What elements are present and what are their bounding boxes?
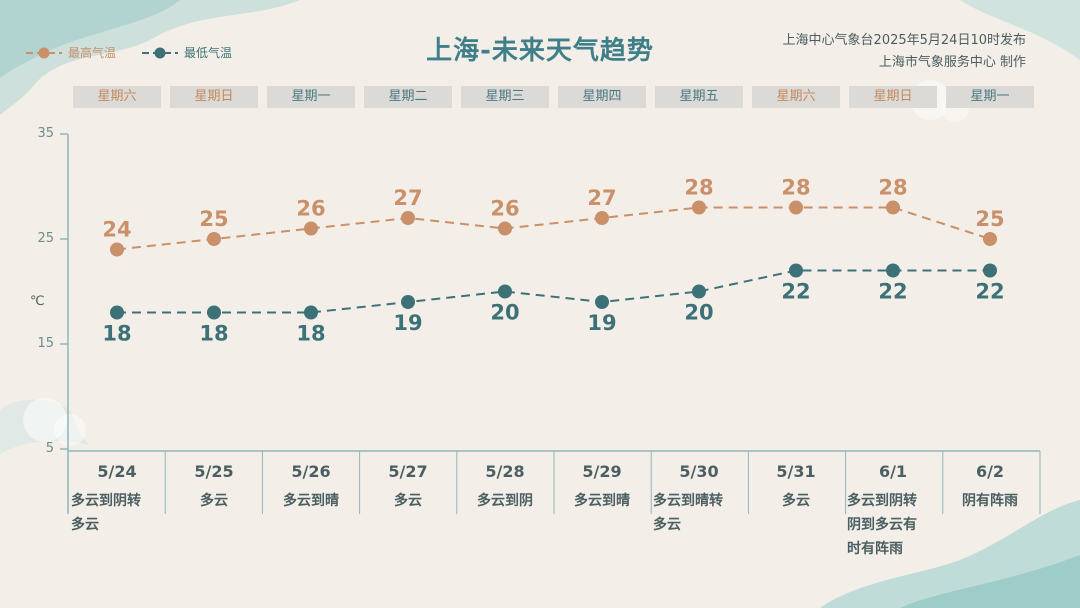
weekday-label: 星期四 — [558, 86, 646, 108]
high-temp-label: 27 — [393, 186, 422, 210]
date-label: 5/29 — [582, 462, 622, 481]
high-temp-label: 25 — [975, 207, 1004, 231]
high-temp-point — [886, 200, 900, 215]
y-tick-35: 35 — [37, 126, 54, 141]
weekday-label: 星期日 — [170, 86, 258, 108]
date-label: 5/28 — [485, 462, 525, 481]
weekday-label: 星期日 — [849, 86, 937, 108]
weekday-label: 星期六 — [73, 86, 161, 108]
date-label: 5/24 — [97, 462, 137, 481]
legend-low-label: 最低气温 — [184, 46, 233, 60]
high-temp-label: 28 — [684, 176, 713, 200]
low-temp-point — [207, 305, 221, 320]
high-temp-label: 25 — [199, 207, 228, 231]
issuer-line-2: 上海市气象服务中心 制作 — [878, 55, 1026, 70]
legend-high-label: 最高气温 — [68, 46, 117, 60]
low-temp-point — [304, 305, 318, 320]
weekday-label: 星期五 — [655, 86, 743, 108]
y-unit-label: ℃ — [30, 294, 45, 309]
low-temp-point — [983, 263, 997, 278]
high-temp-point — [401, 211, 415, 225]
high-temp-label: 28 — [781, 176, 810, 200]
date-label: 5/25 — [194, 462, 234, 481]
weather-description: 阴有阵雨 — [962, 493, 1018, 509]
weather-description: 多云 — [394, 493, 422, 509]
low-temp-label: 18 — [199, 322, 228, 346]
high-temp-point — [498, 221, 512, 236]
weekday-label: 星期一 — [267, 86, 355, 108]
weekday-label: 星期六 — [752, 86, 840, 108]
date-label: 5/26 — [291, 462, 331, 481]
high-temp-label: 26 — [490, 197, 519, 221]
high-temp-point — [595, 211, 609, 225]
weather-description: 多云到晴转 多云 — [653, 493, 723, 533]
high-temp-point — [207, 232, 221, 246]
low-temp-label: 18 — [296, 322, 325, 346]
low-temp-point — [886, 263, 900, 278]
weather-description: 多云 — [200, 493, 228, 509]
y-tick-15: 15 — [37, 336, 54, 351]
low-temp-point — [401, 295, 415, 309]
low-temp-point — [110, 305, 124, 320]
weekday-label: 星期二 — [364, 86, 452, 108]
chart-legend: 最高气温 最低气温 — [26, 44, 258, 61]
low-temp-label: 19 — [587, 311, 616, 335]
low-temp-label: 18 — [102, 322, 131, 346]
low-temp-label: 20 — [490, 301, 519, 325]
high-temp-point — [692, 200, 706, 215]
weekday-label: 星期一 — [946, 86, 1034, 108]
weather-description: 多云到晴 — [283, 493, 339, 509]
issuer-info: 上海中心气象台2025年5月24日10时发布 上海市气象服务中心 制作 — [783, 30, 1026, 74]
high-temp-point — [983, 232, 997, 246]
legend-item-low: 最低气温 — [142, 44, 232, 61]
low-temp-label: 19 — [393, 311, 422, 335]
y-tick-5: 5 — [45, 441, 54, 456]
legend-low-swatch — [142, 47, 179, 58]
low-temp-label: 20 — [684, 301, 713, 325]
high-temp-label: 27 — [587, 186, 616, 210]
date-label: 6/2 — [975, 462, 1005, 481]
low-temp-label: 22 — [878, 280, 907, 304]
high-temp-point — [110, 242, 124, 257]
weekday-label: 星期三 — [461, 86, 549, 108]
high-temp-label: 28 — [878, 176, 907, 200]
weather-description: 多云到阴 — [477, 493, 533, 509]
weather-description: 多云到晴 — [574, 493, 630, 509]
low-temp-point — [692, 284, 706, 299]
date-label: 6/1 — [878, 462, 908, 481]
legend-high-swatch — [26, 47, 62, 58]
low-temp-label: 22 — [781, 280, 810, 304]
high-temp-point — [304, 221, 318, 236]
low-temp-label: 22 — [975, 280, 1004, 304]
weekday-row: 星期六 星期日 星期一 星期二 星期三 星期四 星期五 星期六 星期日 星期一 — [0, 86, 1080, 108]
low-temp-point — [595, 295, 609, 309]
high-temp-label: 26 — [296, 197, 325, 221]
low-temp-point — [789, 263, 803, 278]
legend-item-high: 最高气温 — [26, 44, 116, 61]
high-temp-point — [789, 200, 803, 215]
y-tick-25: 25 — [37, 231, 54, 246]
low-temp-line — [117, 269, 990, 314]
date-label: 5/30 — [679, 462, 719, 481]
issuer-line-1: 上海中心气象台2025年5月24日10时发布 — [782, 33, 1026, 48]
low-temp-point — [498, 284, 512, 299]
weather-description: 多云 — [782, 493, 810, 509]
date-label: 5/31 — [776, 462, 816, 481]
date-label: 5/27 — [388, 462, 428, 481]
high-temp-line — [116, 206, 991, 251]
high-temp-label: 24 — [102, 218, 131, 242]
weather-description: 多云到阴转 阴到多云有 时有阵雨 — [847, 493, 917, 557]
weather-description: 多云到阴转 多云 — [71, 493, 141, 533]
page-title: 上海-未来天气趋势 — [426, 36, 654, 66]
